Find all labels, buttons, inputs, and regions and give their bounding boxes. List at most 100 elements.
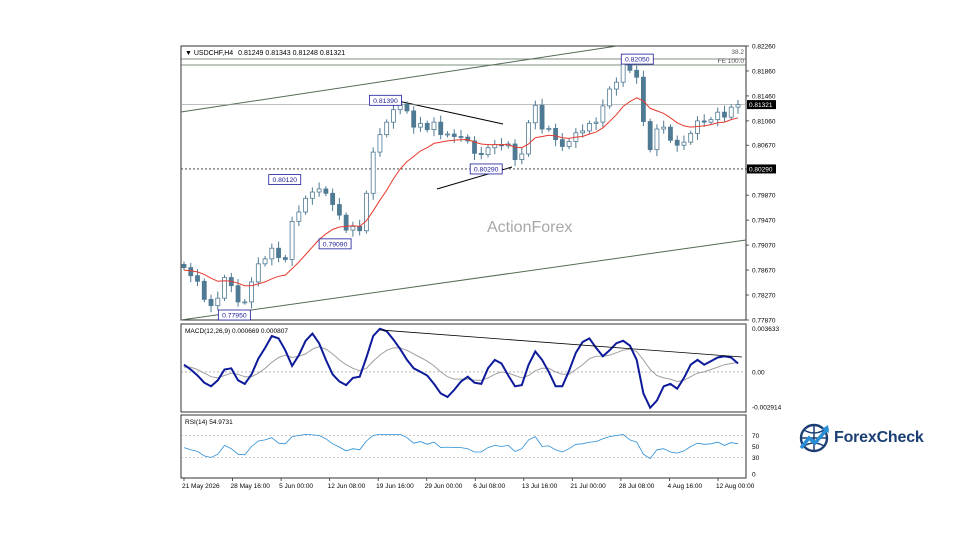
candle — [377, 128, 383, 157]
candle — [269, 243, 275, 266]
moving-average-line — [183, 97, 739, 287]
candle — [404, 101, 410, 114]
support-price-tag-bg — [747, 164, 776, 174]
x-tick-label: 21 May 2026 — [182, 483, 220, 490]
candle — [316, 182, 322, 197]
rsi-tick-label: 70 — [752, 433, 760, 440]
candle — [735, 99, 741, 114]
candle — [208, 294, 214, 313]
price-annotation: 0.81390 — [369, 94, 402, 106]
candle — [370, 147, 376, 200]
price-tick-label: 0.81860 — [752, 68, 776, 75]
candle — [600, 99, 606, 127]
candle — [688, 130, 694, 145]
candle — [674, 135, 680, 152]
candle — [586, 120, 592, 134]
price-title: ▼ USDCHF,H4 0.81249 0.81343 0.81248 0.81… — [185, 50, 345, 57]
rsi-tick-label: 50 — [752, 444, 760, 451]
price-annotation: 0.82050 — [620, 53, 654, 65]
macd-tick-label: 0.00 — [752, 369, 765, 376]
candle — [451, 129, 457, 144]
macd-line — [183, 327, 739, 410]
x-tick-label: 13 Jul 16:00 — [522, 483, 558, 490]
candle — [249, 277, 254, 309]
candle — [512, 139, 518, 167]
candle — [222, 274, 227, 301]
candle — [255, 257, 261, 287]
candle — [282, 254, 288, 263]
price-tick-label: 0.82260 — [752, 44, 776, 51]
candle — [411, 106, 417, 134]
globe-chart-icon — [799, 423, 830, 453]
macd-panel — [180, 323, 747, 413]
x-tick-label: 21 Jul 00:00 — [570, 483, 606, 490]
candle — [539, 98, 545, 134]
macd-divergence-line — [379, 329, 743, 358]
candle — [242, 299, 248, 305]
candle — [654, 124, 660, 157]
macd-title: MACD(12,26,9) 0.000669 0.000807 — [185, 328, 288, 335]
x-tick-label: 19 Jun 16:00 — [376, 483, 414, 490]
candle — [634, 65, 640, 84]
candle — [384, 119, 390, 138]
price-annotation: 0.80120 — [268, 174, 302, 185]
rsi-line — [183, 433, 739, 460]
price-tick-label: 0.79470 — [752, 218, 776, 225]
candle — [668, 124, 673, 144]
candle — [343, 212, 349, 233]
candle — [526, 119, 531, 157]
candle — [465, 134, 471, 144]
candle — [276, 241, 281, 263]
candle — [485, 144, 491, 158]
ohlc-values: 0.81249 0.81343 0.81248 0.81321 — [238, 50, 345, 57]
candle — [566, 138, 572, 150]
svg-text:0.80120: 0.80120 — [272, 177, 297, 184]
price-tick-label: 0.80670 — [752, 143, 776, 150]
candle — [681, 135, 687, 150]
candle — [546, 125, 552, 132]
candle — [607, 86, 613, 109]
candle — [330, 188, 336, 212]
x-tick-label: 28 May 16:00 — [231, 483, 271, 490]
lower-channel-line — [180, 239, 747, 321]
candle — [350, 221, 356, 237]
candle — [532, 100, 538, 130]
svg-text:0.80290: 0.80290 — [474, 166, 499, 173]
price-annotation: 0.77950 — [217, 309, 251, 321]
candle — [323, 186, 329, 197]
candle — [201, 278, 207, 303]
rsi-tick-label: 0 — [752, 472, 756, 479]
fib-38-label: 38.2 — [731, 49, 744, 56]
candle — [722, 105, 727, 122]
x-tick-label: 6 Jul 08:00 — [473, 483, 505, 490]
price-tick-label: 0.79870 — [752, 193, 776, 200]
price-tick-label: 0.81460 — [752, 93, 776, 100]
candle — [445, 131, 450, 138]
logo-text: ForexCheck — [834, 429, 924, 446]
watermark: ActionForex — [487, 219, 572, 236]
price-panel — [180, 45, 747, 321]
x-tick-label: 5 Jun 00:00 — [279, 483, 313, 490]
candle — [364, 190, 369, 234]
candle — [289, 216, 295, 267]
candle — [431, 117, 437, 137]
x-tick-label: 4 Aug 16:00 — [667, 483, 702, 490]
candle — [303, 195, 309, 215]
price-tick-label: 0.81060 — [752, 118, 776, 125]
price-annotation: 0.79090 — [318, 238, 352, 250]
x-tick-label: 28 Jul 08:00 — [619, 483, 655, 490]
candle — [188, 262, 194, 283]
rsi-title: RSI(14) 54.9731 — [185, 419, 233, 426]
svg-text:0.81390: 0.81390 — [373, 98, 398, 105]
candle — [593, 117, 599, 130]
price-tick-label: 0.78670 — [752, 268, 776, 275]
candle — [336, 197, 342, 220]
candle — [181, 261, 187, 271]
candle — [641, 70, 646, 127]
candle — [728, 104, 734, 120]
price-annotation: 0.80290 — [469, 163, 503, 175]
current-price-tag-bg — [747, 100, 776, 110]
rsi-panel — [180, 414, 747, 479]
fe-100-label: FE 100.0 — [718, 58, 745, 65]
current-price-tag: 0.81321 — [749, 102, 773, 109]
